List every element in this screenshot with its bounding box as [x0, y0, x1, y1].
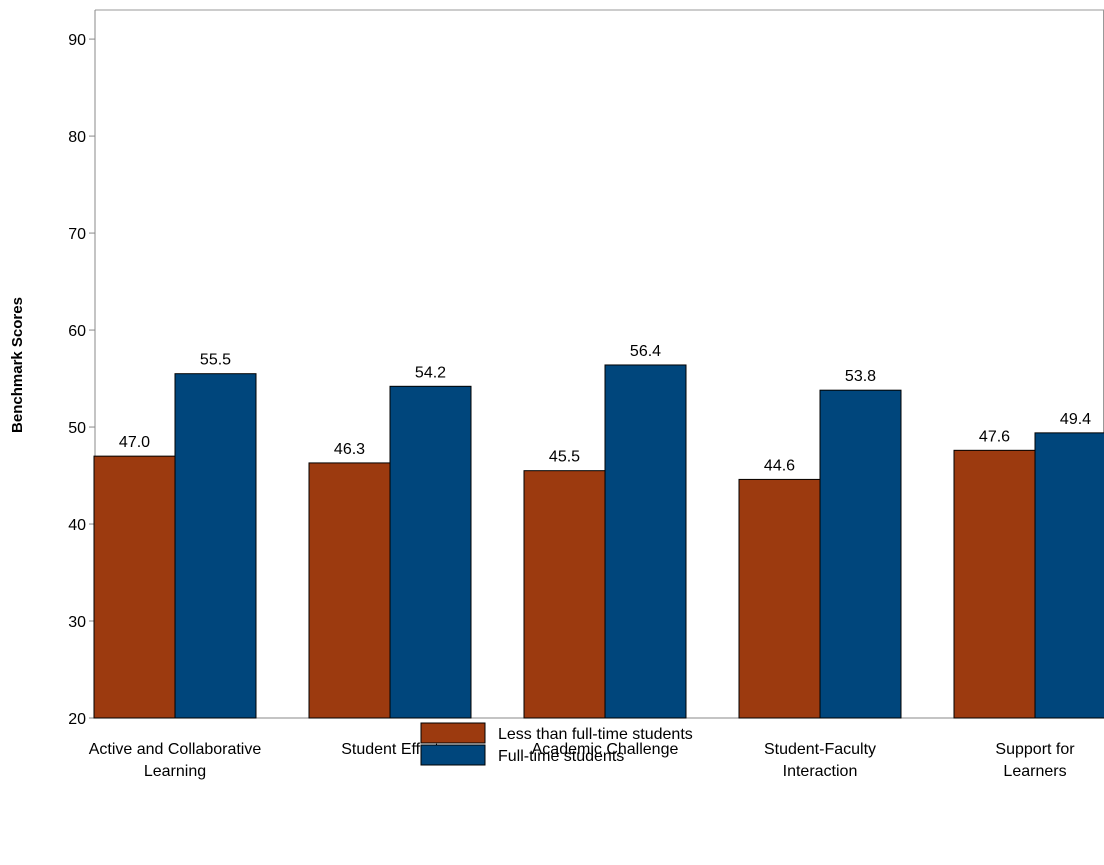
bar-full-time [819, 389, 902, 719]
bar-full-time [1034, 432, 1104, 719]
legend-swatch-full-time [420, 744, 486, 766]
data-label: 47.6 [979, 428, 1010, 445]
legend-label: Less than full-time students [498, 726, 693, 743]
x-category-label: Student-Faculty [764, 741, 876, 758]
x-category-label: Learners [1003, 763, 1066, 780]
data-label: 49.4 [1060, 411, 1091, 428]
y-tick-label: 90 [68, 32, 86, 49]
y-tick-label: 30 [68, 614, 86, 631]
x-category-label: Active and Collaborative [89, 741, 262, 758]
data-label: 55.5 [200, 352, 231, 369]
data-label: 53.8 [845, 368, 876, 385]
y-tick-label: 40 [68, 517, 86, 534]
x-category-label: Support for [995, 741, 1075, 758]
bar-less-than-full-time [738, 478, 821, 719]
legend-label: Full-time students [498, 748, 624, 765]
bar-full-time [604, 364, 687, 719]
x-category-label: Interaction [783, 763, 858, 780]
bar-full-time [389, 385, 472, 719]
bar-less-than-full-time [953, 449, 1036, 719]
x-category-label: Learning [144, 763, 206, 780]
bar-less-than-full-time [308, 462, 391, 719]
y-tick-label: 50 [68, 420, 86, 437]
legend: Less than full-time students Full-time st… [420, 722, 693, 766]
y-tick-label: 70 [68, 226, 86, 243]
bar-full-time [174, 373, 257, 719]
y-tick-label: 80 [68, 129, 86, 146]
bar-less-than-full-time [93, 455, 176, 719]
data-label: 56.4 [630, 343, 661, 360]
x-category-label: Student Effort [341, 741, 439, 758]
legend-swatch-less-than-full-time [420, 722, 486, 744]
y-tick-label: 60 [68, 323, 86, 340]
y-axis-title: Benchmark Scores [9, 297, 26, 433]
plot-area: 20 30 40 50 60 70 80 90 47.0 55.5 Active and Colla… [68, 9, 1104, 780]
data-label: 44.6 [764, 457, 795, 474]
data-label: 47.0 [119, 434, 150, 451]
data-label: 46.3 [334, 441, 365, 458]
y-tick-label: 20 [68, 711, 86, 728]
data-label: 54.2 [415, 364, 446, 381]
bar-less-than-full-time [523, 470, 606, 719]
x-category-label: Academic Challenge [532, 741, 679, 758]
data-label: 45.5 [549, 449, 580, 466]
